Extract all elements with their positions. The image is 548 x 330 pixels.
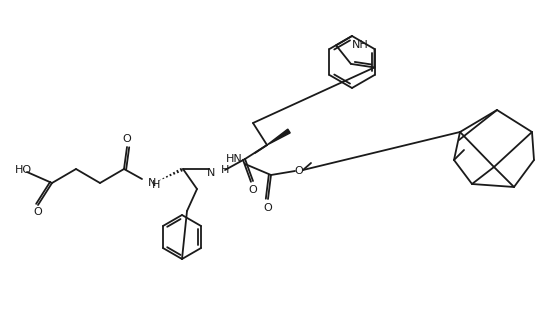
Text: HO: HO xyxy=(15,165,32,175)
Text: O: O xyxy=(33,207,42,217)
Text: N: N xyxy=(207,168,215,178)
Text: N: N xyxy=(148,178,156,188)
Polygon shape xyxy=(267,129,290,145)
Text: HN: HN xyxy=(226,154,243,164)
Text: O: O xyxy=(123,134,132,144)
Text: O: O xyxy=(264,203,272,213)
Text: O: O xyxy=(249,185,258,195)
Text: H: H xyxy=(221,165,229,175)
Text: NH: NH xyxy=(352,40,369,50)
Text: O: O xyxy=(295,166,304,176)
Text: H: H xyxy=(152,180,160,190)
